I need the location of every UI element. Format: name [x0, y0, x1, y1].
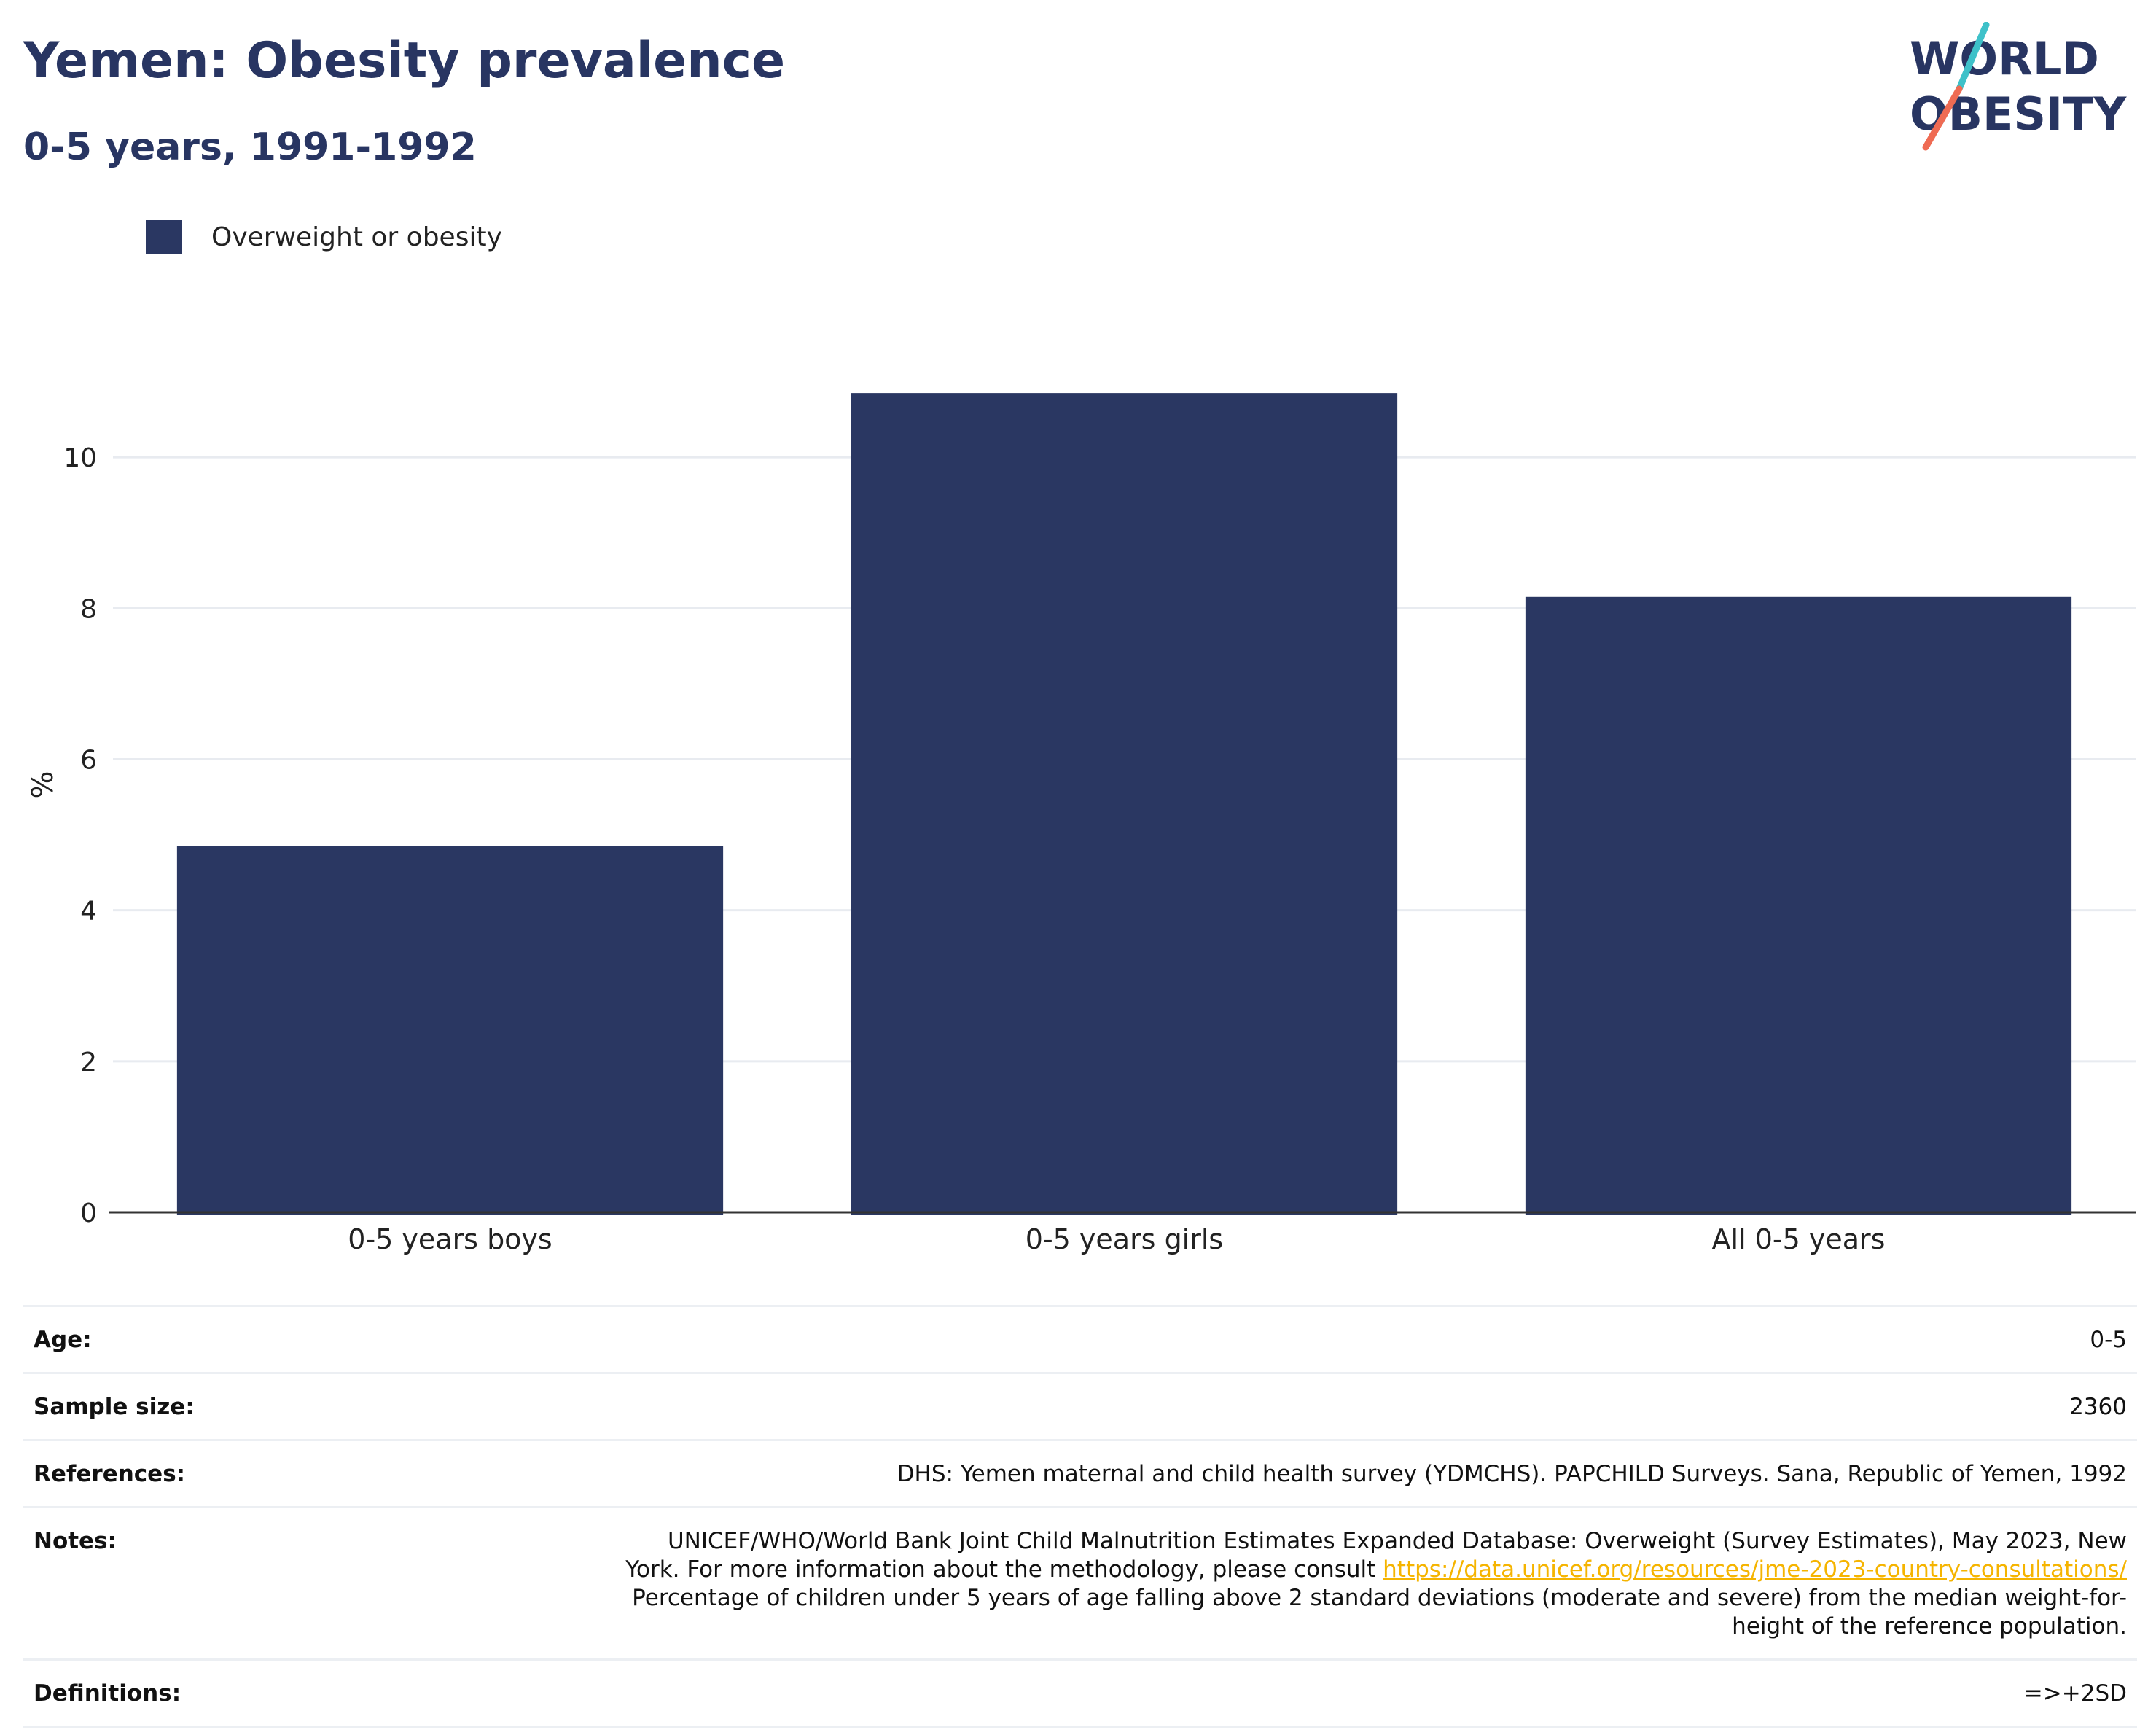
y-tick-label: 8 [80, 594, 97, 624]
page-subtitle: 0-5 years, 1991-1992 [23, 125, 477, 169]
info-row-sample-size: Sample size: 2360 [23, 1372, 2137, 1439]
y-tick-label: 0 [80, 1198, 97, 1228]
page-title: Yemen: Obesity prevalence [23, 32, 786, 90]
bar [851, 393, 1398, 1215]
legend-swatch [146, 220, 182, 254]
y-tick-label: 10 [63, 443, 97, 473]
references-value: DHS: Yemen maternal and child health sur… [897, 1461, 2127, 1487]
world-obesity-logo: WORLD OBESITY [1910, 22, 2127, 151]
info-row-notes: Notes: UNICEF/WHO/World Bank Joint Child… [23, 1506, 2137, 1658]
bar [1525, 596, 2072, 1215]
notes-text-1: UNICEF/WHO/World Bank Joint Child Malnut… [625, 1528, 2127, 1583]
methodology-link[interactable]: https://data.unicef.org/resources/jme-20… [1383, 1556, 2127, 1583]
references-label: References: [34, 1461, 186, 1487]
logo-line-1: WORLD [1910, 32, 2099, 85]
definitions-value: =>+2SD [2023, 1680, 2127, 1707]
legend-label: Overweight or obesity [211, 222, 502, 252]
bar-chart: 0 2 4 6 8 10% 0-5 years boys 0-5 years girls All… [26, 393, 2136, 1255]
age-label: Age: [34, 1327, 92, 1353]
info-row-definitions: Definitions: =>+2SD [23, 1658, 2137, 1728]
info-table: Age: 0-5 Sample size: 2360 References: D… [23, 1305, 2137, 1728]
y-axis-label: % [26, 771, 60, 798]
sample-size-value: 2360 [2069, 1394, 2127, 1420]
definitions-label: Definitions: [34, 1680, 181, 1707]
info-row-references: References: DHS: Yemen maternal and chil… [23, 1439, 2137, 1506]
x-tick-label: All 0-5 years [1712, 1223, 1886, 1255]
age-value: 0-5 [2090, 1327, 2127, 1353]
x-tick-label: 0-5 years girls [1026, 1223, 1223, 1255]
info-row-age: Age: 0-5 [23, 1305, 2137, 1372]
logo-slash-top [1956, 22, 1990, 93]
y-tick-label: 2 [80, 1048, 97, 1077]
x-tick-label: 0-5 years boys [348, 1223, 552, 1255]
notes-label: Notes: [34, 1528, 117, 1554]
sample-size-label: Sample size: [34, 1394, 195, 1420]
notes-text-2: Percentage of children under 5 years of … [632, 1585, 2127, 1640]
logo-slash-bottom [1922, 85, 1963, 151]
y-tick-label: 4 [80, 897, 97, 927]
chart-legend[interactable]: Overweight or obesity [146, 217, 502, 257]
bar [176, 846, 724, 1215]
notes-value: UNICEF/WHO/World Bank Joint Child Malnut… [611, 1527, 2127, 1641]
y-tick-label: 6 [80, 746, 97, 776]
